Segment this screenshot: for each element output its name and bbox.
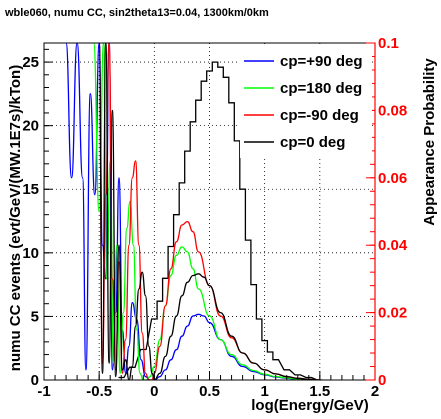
y-left-tick-label: 25 (22, 54, 39, 71)
legend-box (240, 46, 372, 158)
y-left-tick-label: 5 (31, 308, 39, 325)
y-right-tick-label: 0.02 (378, 305, 407, 322)
y-left-tick-label: 15 (22, 181, 39, 198)
x-tick-label: 1.5 (309, 383, 330, 400)
legend-label: cp=180 deg (280, 80, 362, 97)
x-axis-label: log(Energy/GeV) (251, 397, 369, 414)
plot-area (65, 43, 323, 380)
y-right-tick-label: 0.04 (378, 237, 408, 254)
y-left-tick-label: 20 (22, 118, 39, 135)
legend: cp=+90 deg cp=180 deg cp=-90 deg cp=0 deg (240, 46, 372, 158)
chart-title: wble060, numu CC, sin2theta13=0.04, 1300… (4, 7, 269, 19)
series-line-cp-90-deg (65, 43, 320, 380)
legend-label: cp=0 deg (280, 134, 345, 151)
y-axis-label-left: numu CC events (evt/GeV/(MW.1E7s)/kTon) (7, 65, 24, 371)
legend-label: cp=+90 deg (280, 53, 363, 70)
x-tick-label: -1 (37, 383, 50, 400)
y-right-tick-label: 0.08 (378, 102, 407, 119)
series-line-cp-0-deg (98, 43, 320, 380)
axes: -1 -0.5 0 0.5 1 1.5 2051015202500.020.040.060.… (22, 35, 408, 400)
x-tick-label: 0.5 (199, 383, 220, 400)
x-tick-label: 2 (371, 383, 379, 400)
legend-label: cp=-90 deg (280, 107, 359, 124)
y-left-tick-label: 0 (31, 372, 39, 389)
y-right-tick-label: 0.06 (378, 170, 407, 187)
y-right-tick-label: 0 (378, 372, 386, 389)
events-histogram (118, 61, 323, 380)
y-axis-label-right: Appearance Probability (421, 58, 438, 226)
x-tick-label: -0.5 (86, 383, 112, 400)
x-tick-label: 1 (260, 383, 268, 400)
x-tick-label: 0 (150, 383, 158, 400)
y-left-tick-label: 10 (22, 245, 39, 262)
y-right-tick-label: 0.1 (378, 35, 399, 52)
